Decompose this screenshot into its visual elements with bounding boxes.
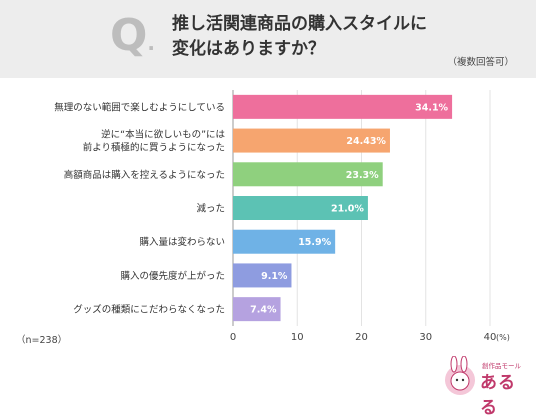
q-mark: Q. (110, 10, 156, 61)
rabbit-logo-icon (445, 356, 475, 395)
x-tick-label: 40 (484, 332, 497, 343)
bar (233, 229, 336, 254)
header-banner: Q. 推し活関連商品の購入スタイルに 変化はありますか？ （複数回答可） (0, 0, 536, 78)
category-label: 無理のない範囲で楽しむようにしている (54, 101, 225, 113)
x-tick-label: 20 (355, 332, 368, 343)
x-tick-label: 30 (419, 332, 432, 343)
category-label: 高額商品は購入を控えるようになった (64, 169, 225, 181)
category-label: 前より積極的に買うようになった (83, 142, 225, 154)
category-label: 購入量は変わらない (139, 236, 225, 248)
bar-value-label: 21.0% (331, 204, 364, 215)
bar-value-label: 34.1% (415, 102, 448, 113)
arr-logo: 創作品モール あるる (440, 356, 530, 418)
bar (233, 196, 368, 220)
bar-value-label: 23.3% (346, 170, 379, 181)
x-tick-label: 0 (230, 332, 236, 343)
logo-name: あるる (480, 373, 516, 418)
category-label: 減った (196, 203, 225, 215)
bar (233, 94, 453, 119)
category-label: 購入の優先度が上がった (120, 270, 225, 282)
bar (233, 263, 292, 288)
x-tick-label: 10 (291, 332, 304, 343)
question-title: 推し活関連商品の購入スタイルに 変化はありますか？ (172, 12, 427, 62)
bar (233, 128, 390, 153)
category-label: グッズの種類にこだわらなくなった (73, 304, 225, 316)
sample-size: （n=238） (16, 335, 68, 346)
multiple-answer-note: （複数回答可） (447, 57, 514, 68)
bar (233, 297, 281, 322)
bar (233, 162, 383, 187)
bar-value-label: 24.43% (346, 136, 386, 147)
x-unit-label: (%) (496, 333, 510, 342)
bar-value-label: 15.9% (298, 237, 331, 248)
question-title-line2: 変化はありますか？ (172, 39, 325, 59)
bar-value-label: 7.4% (250, 305, 277, 316)
bar-chart: 0 10 20 30 40 (%) 34.1% 無理のない範囲で楽しむようにしている 24.43… (54, 90, 510, 343)
question-title-line1: 推し活関連商品の購入スタイルに (172, 14, 427, 34)
bar-value-label: 9.1% (261, 271, 288, 282)
category-label: 逆に“本当に欲しいもの”には (101, 129, 225, 141)
logo-subtitle: 創作品モール (482, 362, 521, 370)
